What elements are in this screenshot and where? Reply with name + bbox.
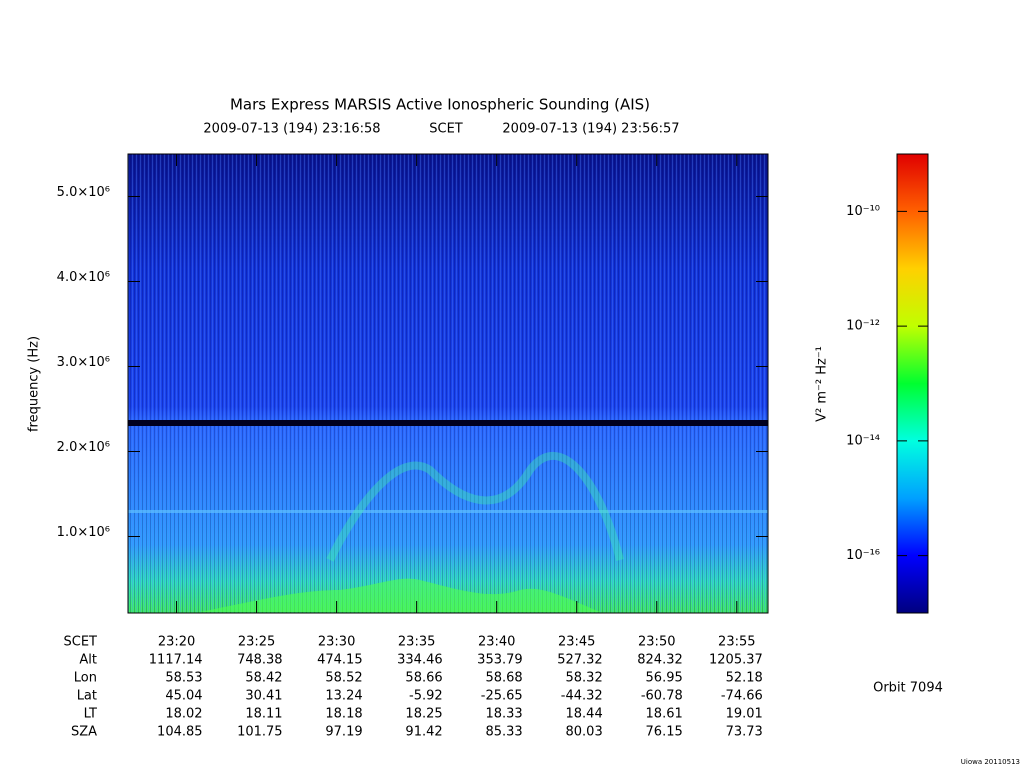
y-tick-label: 3.0×10⁶ xyxy=(57,355,110,370)
y-tick-label: 1.0×10⁶ xyxy=(57,525,110,540)
table-value: 1117.14 xyxy=(149,653,203,668)
y-tick-label: 2.0×10⁶ xyxy=(57,440,110,455)
table-value: 52.18 xyxy=(726,671,763,686)
table-value: 45.04 xyxy=(165,689,202,704)
row-label: Lat xyxy=(77,689,97,704)
table-value: 58.66 xyxy=(405,671,442,686)
end-time: 2009-07-13 (194) 23:56:57 xyxy=(502,122,679,137)
colorbar-label: V² m⁻² Hz⁻¹ xyxy=(815,346,830,422)
x-tick-label: 23:20 xyxy=(158,635,195,650)
table-value: -44.32 xyxy=(561,689,603,704)
row-label: SCET xyxy=(64,635,98,650)
row-label: Alt xyxy=(79,653,97,668)
table-value: 104.85 xyxy=(157,725,203,740)
table-value: 18.44 xyxy=(566,707,603,722)
frame: SCET xyxy=(429,122,463,137)
table-value: 91.42 xyxy=(405,725,442,740)
table-value: 748.38 xyxy=(237,653,283,668)
x-tick-label: 23:55 xyxy=(718,635,755,650)
colorbar-tick-label: 10⁻¹⁶ xyxy=(846,548,880,563)
colorbar-tick-label: 10⁻¹² xyxy=(846,319,880,334)
y-axis-label: frequency (Hz) xyxy=(27,336,42,432)
orbit: Orbit 7094 xyxy=(873,681,943,696)
table-value: 353.79 xyxy=(477,653,523,668)
table-value: 18.02 xyxy=(165,707,202,722)
table-value: 18.33 xyxy=(485,707,522,722)
table-value: -5.92 xyxy=(409,689,443,704)
start-time: 2009-07-13 (194) 23:16:58 xyxy=(203,122,380,137)
table-value: 76.15 xyxy=(646,725,683,740)
table-value: 30.41 xyxy=(245,689,282,704)
table-value: 19.01 xyxy=(726,707,763,722)
table-value: 73.73 xyxy=(726,725,763,740)
x-tick-label: 23:50 xyxy=(638,635,675,650)
table-value: 58.68 xyxy=(485,671,522,686)
x-tick-label: 23:35 xyxy=(398,635,435,650)
table-value: 18.18 xyxy=(325,707,362,722)
table-value: 13.24 xyxy=(325,689,362,704)
table-value: -74.66 xyxy=(721,689,763,704)
table-value: -60.78 xyxy=(641,689,683,704)
table-value: 85.33 xyxy=(485,725,522,740)
table-value: 58.42 xyxy=(245,671,282,686)
table-value: 58.52 xyxy=(325,671,362,686)
colorbar-tick-label: 10⁻¹⁰ xyxy=(846,204,880,219)
table-value: 824.32 xyxy=(637,653,683,668)
table-value: 101.75 xyxy=(237,725,283,740)
table-value: 474.15 xyxy=(317,653,363,668)
table-value: 18.61 xyxy=(646,707,683,722)
colorbar-tick-label: 10⁻¹⁴ xyxy=(846,433,880,448)
x-tick-label: 23:25 xyxy=(238,635,275,650)
row-label: SZA xyxy=(71,725,97,740)
row-label: Lon xyxy=(74,671,97,686)
y-tick-label: 4.0×10⁶ xyxy=(57,270,110,285)
y-tick-label: 5.0×10⁶ xyxy=(57,185,110,200)
x-tick-label: 23:40 xyxy=(478,635,515,650)
table-value: 527.32 xyxy=(557,653,603,668)
x-tick-label: 23:45 xyxy=(558,635,595,650)
table-value: 58.53 xyxy=(165,671,202,686)
table-value: 80.03 xyxy=(566,725,603,740)
table-value: 1205.37 xyxy=(709,653,763,668)
colorbar xyxy=(896,153,929,614)
table-value: 18.25 xyxy=(405,707,442,722)
table-value: -25.65 xyxy=(481,689,523,704)
table-value: 97.19 xyxy=(325,725,362,740)
chart-title: Mars Express MARSIS Active Ionospheric S… xyxy=(230,96,650,114)
table-value: 58.32 xyxy=(566,671,603,686)
table-value: 56.95 xyxy=(646,671,683,686)
x-tick-label: 23:30 xyxy=(318,635,355,650)
row-label: LT xyxy=(84,707,97,722)
credit: Uiowa 20110513 xyxy=(961,758,1020,766)
table-value: 334.46 xyxy=(397,653,443,668)
table-value: 18.11 xyxy=(245,707,282,722)
spectrogram xyxy=(127,153,769,614)
